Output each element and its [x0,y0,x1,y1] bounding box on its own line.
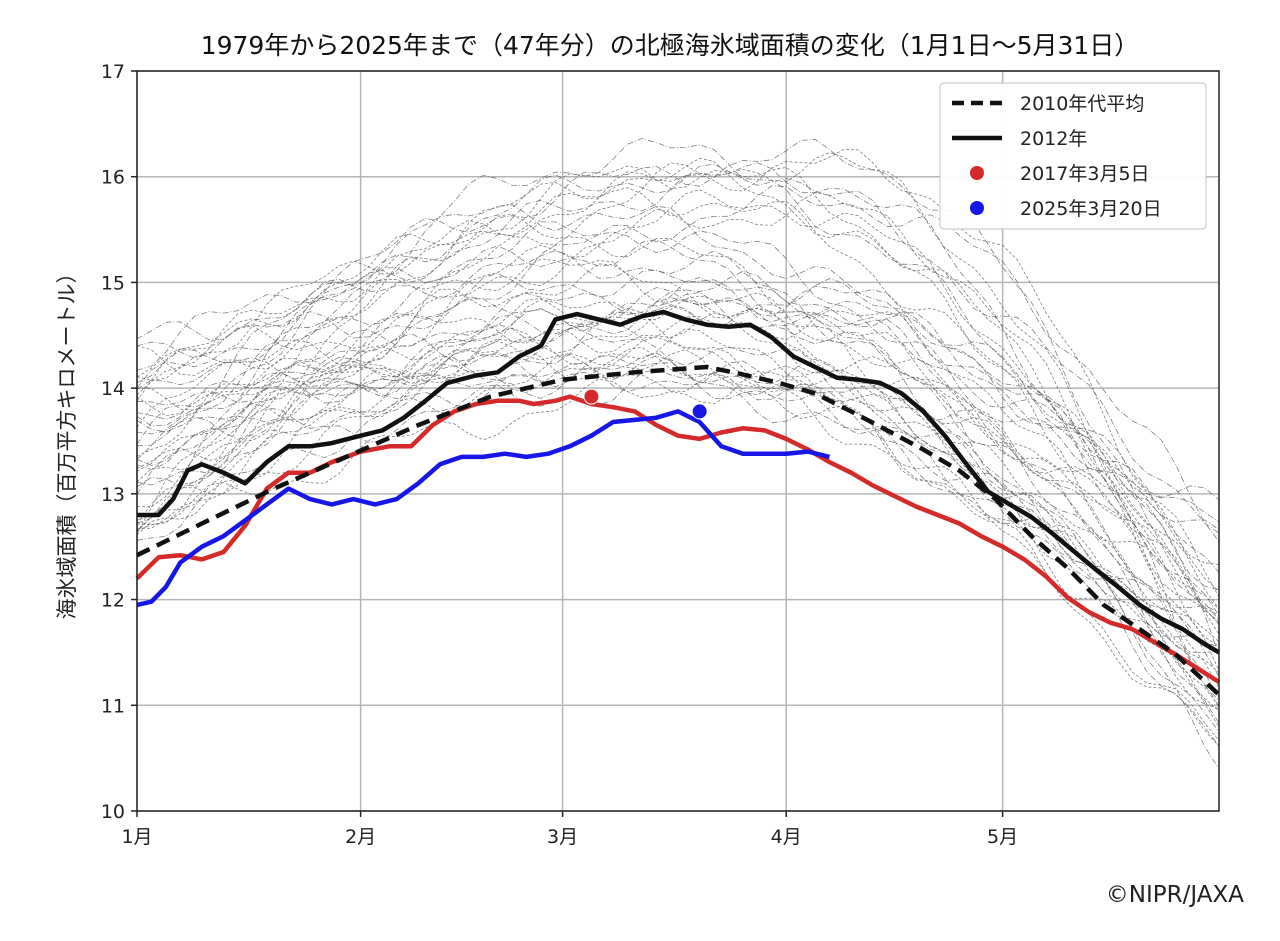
background-year-line [136,278,1220,621]
legend-label: 2017年3月5日 [1020,163,1150,185]
background-year-line [136,307,1220,747]
background-year-line [136,157,1220,622]
background-year-line [136,162,1220,707]
y-tick-label: 14 [101,378,125,400]
series-2010s-average [136,364,1221,697]
background-year-line [136,328,1220,709]
background-year-line [136,339,1220,654]
background-year-line [136,354,1220,728]
series-2012 [137,309,1221,655]
background-year-line [136,258,1220,712]
background-year-line [136,204,1220,530]
background-year-line [136,291,1220,647]
x-tick-label: 4月 [771,826,802,848]
legend-marker [970,166,984,180]
marker-group [583,388,708,420]
background-year-line [136,185,1220,542]
legend: 2010年代平均 2012年 2017年3月5日 2025年3月20日 [939,82,1207,230]
x-tick-label: 3月 [547,826,578,848]
y-axis-label: 海氷域面積（百万平方キロメートル） [55,263,79,620]
legend-label: 2025年3月20日 [1020,198,1162,220]
x-tick-label: 5月 [987,826,1018,848]
background-year-line [136,213,1220,625]
y-tick-label: 12 [101,590,125,612]
background-year-line [136,285,1220,616]
y-tick-label: 11 [101,695,125,717]
axis-ticks: 10 11 12 13 14 15 16 17 1月 2月 3月 4月 5月 [101,61,1018,848]
credit-text: ©NIPR/JAXA [1105,882,1244,908]
background-year-line [136,269,1220,524]
y-tick-label: 13 [101,484,125,506]
background-year-line [136,371,1220,610]
background-year-line [136,297,1220,724]
background-year-line [136,250,1220,770]
marker-2017 [584,389,599,404]
background-year-line [136,239,1220,733]
background-year-line [136,351,1220,654]
background-year-line [136,327,1220,677]
background-year-line [136,152,1220,688]
background-year-line [136,138,1220,656]
background-year-line [136,270,1220,573]
plot-frame [136,70,1220,812]
background-year-line [136,312,1220,592]
background-year-line [136,148,1220,610]
background-year-line [136,305,1220,708]
legend-box [939,82,1207,230]
background-year-line [136,192,1220,671]
grid [136,70,1219,812]
chart-title: 1979年から2025年まで（47年分）の北極海氷域面積の変化（1月1日〜5月3… [201,31,1140,60]
background-year-line [136,369,1220,747]
x-tick-label: 2月 [345,826,376,848]
legend-marker [970,201,984,215]
background-year-line [136,297,1220,565]
series-group [135,309,1221,697]
series-2025 [136,409,831,608]
background-year-line [136,277,1220,591]
background-year-line [136,263,1220,673]
background-year-line [136,138,1220,534]
legend-label: 2010年代平均 [1020,93,1144,115]
background-year-line [136,292,1220,617]
background-year-line [136,336,1220,643]
y-tick-label: 10 [101,801,125,823]
y-tick-label: 15 [101,272,125,294]
x-tick-label: 1月 [121,826,152,848]
background-year-line [136,355,1220,613]
background-years [136,138,1220,770]
background-year-line [136,221,1220,701]
y-tick-label: 16 [101,167,125,189]
y-tick-label: 17 [101,61,125,83]
background-year-line [136,163,1220,625]
background-year-line [136,165,1220,597]
background-year-line [136,360,1220,698]
legend-label: 2012年 [1020,128,1087,150]
marker-2025 [692,404,707,419]
background-year-line [136,189,1220,647]
